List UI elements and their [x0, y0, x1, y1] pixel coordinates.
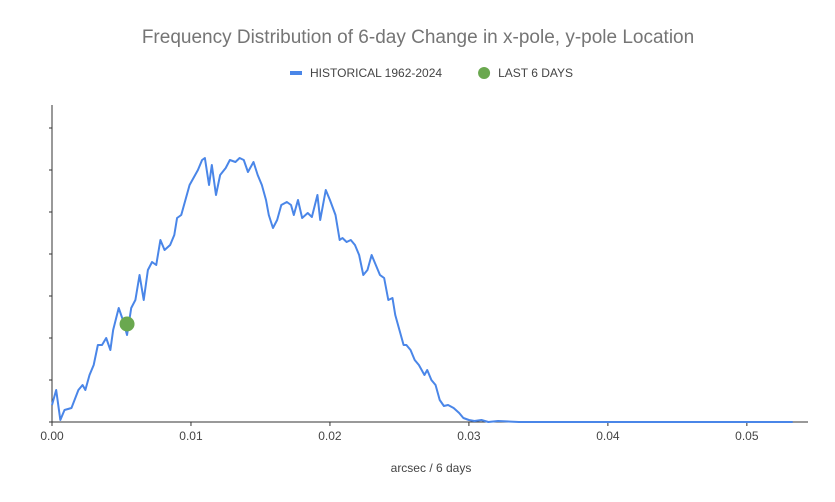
legend-label: HISTORICAL 1962-2024 — [310, 66, 442, 80]
legend-swatch — [290, 71, 302, 75]
x-tick-label: 0.01 — [179, 429, 203, 443]
x-tick-label: 0.02 — [318, 429, 342, 443]
data-line — [51, 157, 793, 423]
legend-label: LAST 6 DAYS — [498, 66, 573, 80]
legend-swatch — [478, 67, 491, 79]
chart-title: Frequency Distribution of 6-day Change i… — [142, 27, 694, 48]
x-tick-label: 0.00 — [40, 429, 64, 443]
x-tick-label: 0.03 — [457, 429, 481, 443]
x-tick-label: 0.05 — [735, 429, 759, 443]
data-point — [119, 316, 135, 332]
x-axis-label: arcsec / 6 days — [391, 461, 472, 475]
x-tick-label: 0.04 — [596, 429, 620, 443]
